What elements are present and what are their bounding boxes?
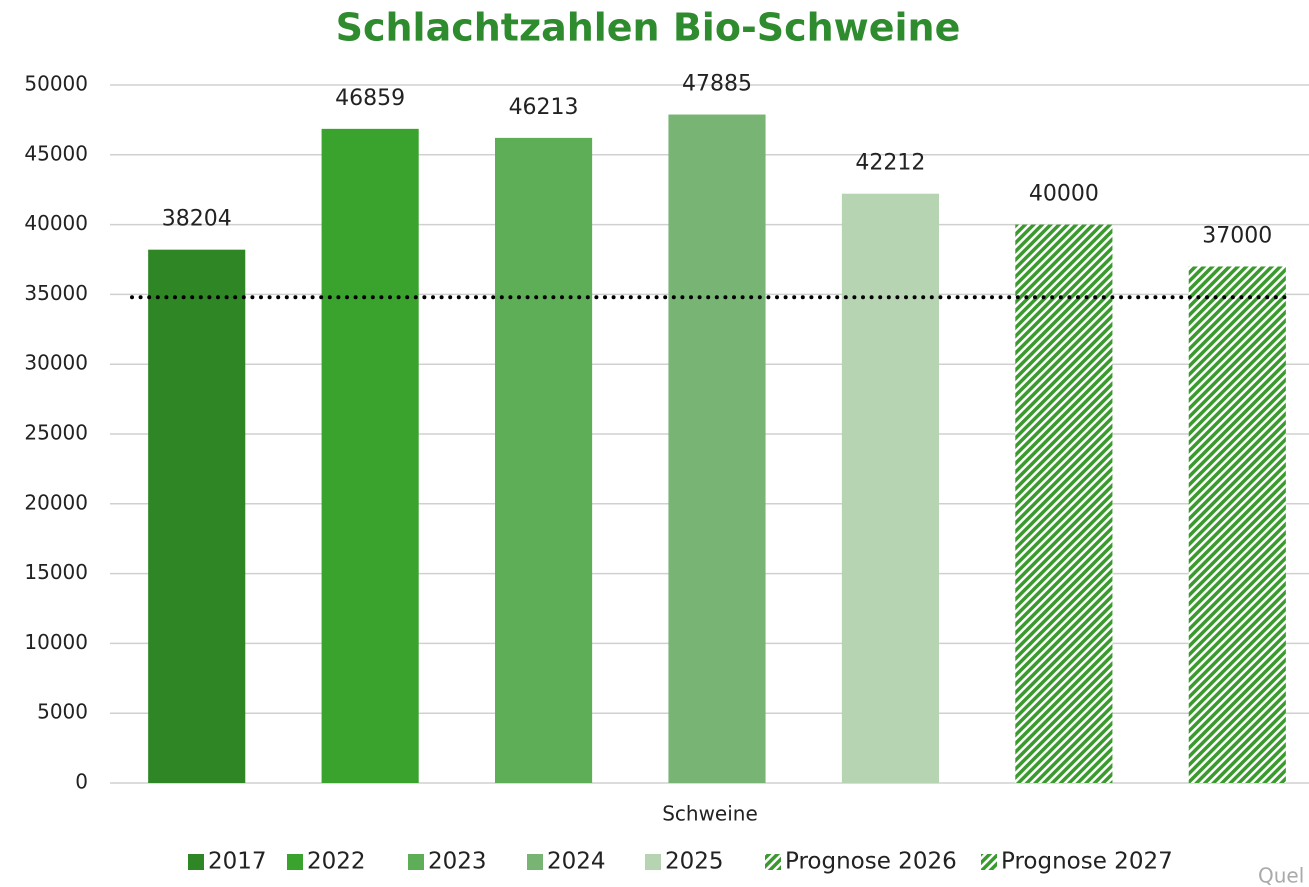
legend-marker (408, 854, 424, 870)
bar (1015, 224, 1113, 784)
data-label: 42212 (855, 151, 925, 176)
bar (495, 137, 593, 783)
legend-marker (188, 854, 204, 870)
legend-marker (765, 854, 781, 870)
legend-label: Prognose 2027 (1001, 849, 1173, 875)
chart-title: Schlachtzahlen Bio-Schweine (336, 6, 961, 50)
bar (1188, 266, 1286, 784)
bar (841, 193, 939, 784)
bar (668, 114, 766, 784)
bar (148, 249, 246, 783)
data-label: 40000 (1029, 182, 1099, 207)
legend-label: 2024 (547, 849, 606, 875)
legend-marker (981, 854, 997, 870)
data-label: 38204 (162, 207, 232, 232)
y-tick-label: 0 (75, 770, 88, 794)
y-tick-label: 40000 (24, 211, 88, 235)
legend-marker (527, 854, 543, 870)
data-label: 37000 (1202, 223, 1272, 248)
y-tick-label: 50000 (24, 72, 88, 96)
legend-marker (287, 854, 303, 870)
y-tick-label: 35000 (24, 281, 88, 305)
y-tick-label: 45000 (24, 141, 88, 165)
y-tick-label: 20000 (24, 490, 88, 514)
legend-label: 2017 (208, 849, 267, 875)
y-tick-label: 10000 (24, 630, 88, 654)
x-tick-label: Schweine (662, 802, 758, 826)
legend-marker (645, 854, 661, 870)
data-label: 46213 (509, 95, 579, 120)
source-note: Quel (1258, 864, 1304, 887)
data-label: 47885 (682, 72, 752, 97)
legend-label: 2025 (665, 849, 724, 875)
y-tick-label: 25000 (24, 421, 88, 445)
bar (321, 128, 419, 783)
y-tick-label: 30000 (24, 351, 88, 375)
data-label: 46859 (335, 86, 405, 111)
legend-label: 2022 (307, 849, 366, 875)
y-tick-label: 15000 (24, 560, 88, 584)
legend-label: Prognose 2026 (785, 849, 957, 875)
legend-label: 2023 (428, 849, 487, 875)
y-tick-label: 5000 (37, 700, 88, 724)
